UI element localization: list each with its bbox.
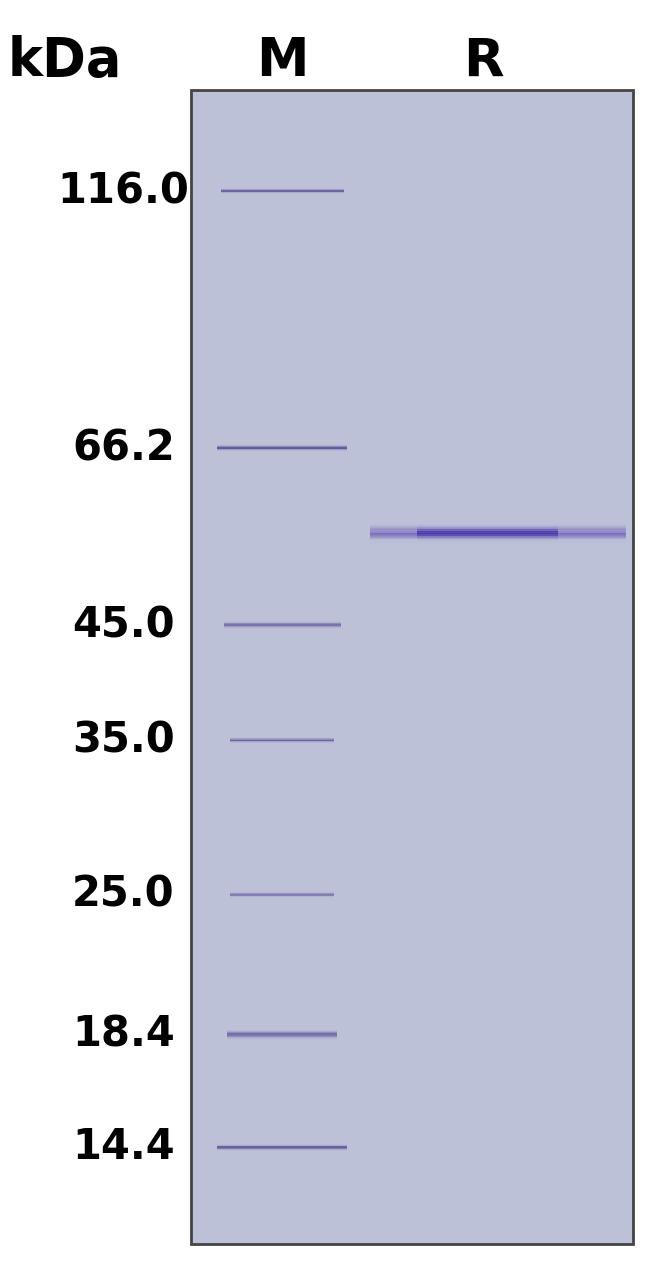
- Bar: [370, 529, 626, 530]
- Bar: [370, 539, 626, 540]
- Bar: [370, 529, 626, 530]
- Text: 14.4: 14.4: [72, 1126, 175, 1169]
- Text: R: R: [463, 36, 504, 87]
- Bar: [370, 515, 626, 516]
- Bar: [370, 541, 626, 543]
- Text: kDa: kDa: [8, 36, 122, 87]
- Bar: [370, 547, 626, 548]
- Bar: [370, 522, 626, 524]
- Bar: [370, 521, 626, 522]
- Bar: [370, 538, 626, 539]
- Text: M: M: [256, 36, 308, 87]
- Bar: [370, 547, 626, 548]
- Bar: [370, 536, 626, 538]
- Bar: [370, 520, 626, 521]
- Bar: [370, 526, 626, 527]
- Bar: [370, 531, 626, 534]
- Bar: [370, 532, 626, 534]
- Bar: [370, 525, 626, 527]
- Bar: [370, 516, 626, 518]
- Bar: [370, 534, 626, 536]
- Bar: [370, 522, 626, 525]
- Bar: [370, 518, 626, 520]
- Bar: [370, 520, 626, 521]
- Bar: [370, 549, 626, 552]
- Bar: [370, 516, 626, 517]
- Bar: [370, 543, 626, 545]
- Bar: [370, 535, 626, 536]
- Text: 45.0: 45.0: [72, 604, 175, 646]
- Text: 18.4: 18.4: [72, 1014, 175, 1056]
- Bar: [370, 527, 626, 529]
- Bar: [370, 517, 626, 518]
- Text: 25.0: 25.0: [72, 873, 175, 915]
- Bar: [191, 90, 633, 1244]
- Bar: [370, 534, 626, 535]
- Bar: [370, 530, 626, 531]
- Text: 116.0: 116.0: [57, 170, 190, 212]
- Bar: [370, 538, 626, 539]
- Bar: [370, 540, 626, 541]
- Bar: [370, 543, 626, 544]
- Bar: [370, 524, 626, 525]
- Text: 35.0: 35.0: [72, 719, 175, 762]
- Bar: [370, 549, 626, 550]
- Text: 66.2: 66.2: [72, 428, 175, 470]
- Bar: [370, 545, 626, 547]
- Bar: [370, 548, 626, 549]
- Bar: [370, 540, 626, 543]
- Bar: [370, 544, 626, 545]
- Bar: [370, 525, 626, 526]
- Bar: [370, 531, 626, 532]
